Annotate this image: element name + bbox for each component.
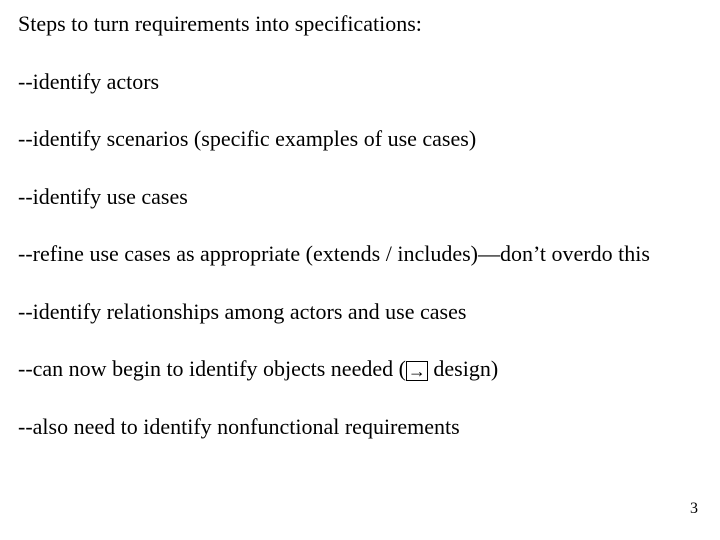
list-item: --identify use cases: [18, 183, 702, 211]
list-item: --refine use cases as appropriate (exten…: [18, 240, 702, 268]
slide-page: Steps to turn requirements into specific…: [0, 0, 720, 540]
arrow-icon: →: [406, 361, 428, 381]
list-item-text-suffix: design): [428, 356, 498, 381]
list-item: --can now begin to identify objects need…: [18, 355, 702, 383]
page-number: 3: [690, 500, 698, 518]
list-item: --also need to identify nonfunctional re…: [18, 413, 702, 441]
page-title: Steps to turn requirements into specific…: [18, 10, 702, 38]
list-item-text-prefix: --can now begin to identify objects need…: [18, 356, 406, 381]
list-item: --identify relationships among actors an…: [18, 298, 702, 326]
list-item: --identify scenarios (specific examples …: [18, 125, 702, 153]
list-item: --identify actors: [18, 68, 702, 96]
